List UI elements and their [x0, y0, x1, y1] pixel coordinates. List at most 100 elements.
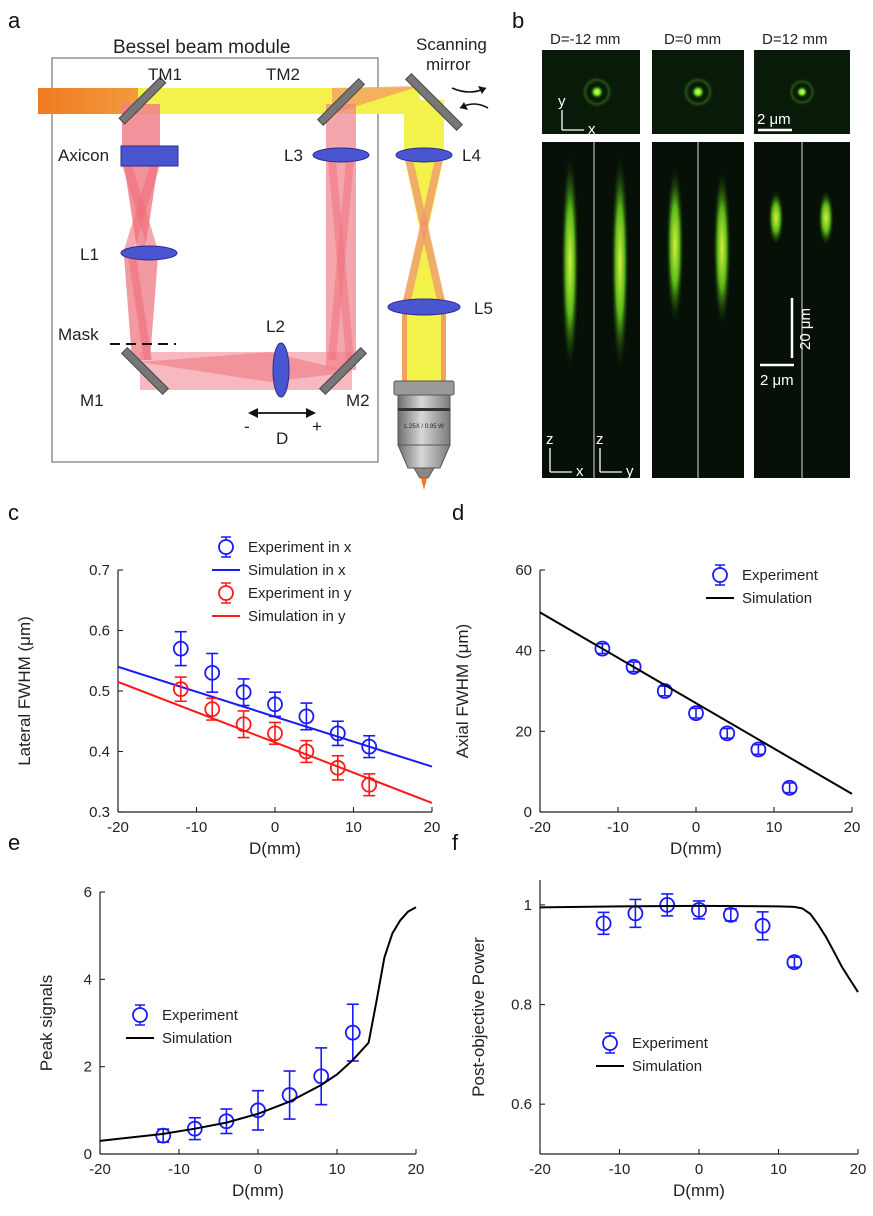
axis-y2-label: y — [626, 463, 634, 480]
data-point — [267, 725, 283, 742]
data-point — [750, 741, 767, 758]
x-tick-label: 10 — [766, 819, 783, 836]
panel-label-e: e — [8, 830, 20, 855]
data-point — [186, 1120, 203, 1137]
series-line-3 — [117, 680, 433, 804]
lobe-0-xz — [666, 165, 684, 325]
series-line-1 — [99, 906, 417, 1142]
m2-mirror — [318, 346, 368, 396]
x-tick-label: 10 — [345, 819, 362, 836]
objective-label: L 25X / 0.95 W — [404, 424, 444, 430]
legend-entry: Simulation — [632, 1058, 702, 1075]
x-tick-label: 20 — [424, 819, 441, 836]
y-tick-label: 0 — [524, 804, 532, 821]
label-l4: L4 — [462, 146, 481, 165]
x-tick-label: 0 — [695, 1161, 703, 1178]
panel-label-a: a — [8, 8, 21, 33]
x-tick-label: -20 — [107, 819, 129, 836]
x-axis-label: D(mm) — [670, 839, 722, 858]
data-point — [722, 906, 739, 923]
axis-z1-label: z — [546, 431, 554, 448]
data-point — [786, 954, 803, 971]
label-mask: Mask — [58, 325, 99, 344]
lobe-neg12-yz — [611, 152, 629, 372]
scalebar-lateral-bottom-label: 2 μm — [760, 372, 794, 389]
data-point — [235, 684, 252, 701]
y-tick-label: 40 — [515, 643, 532, 660]
y-tick-label: 1 — [524, 897, 532, 914]
label-l5: L5 — [474, 299, 493, 318]
axis-x-label: x — [588, 121, 596, 138]
d-arrow-right-head — [306, 408, 316, 418]
bessel-cross-b — [124, 165, 160, 250]
legend-marker-swatch — [132, 1007, 148, 1023]
y-axis-label: Lateral FWHM (μm) — [15, 616, 34, 766]
label-tm1: TM1 — [148, 65, 182, 84]
data-point — [204, 664, 221, 681]
spot-12 — [796, 86, 808, 98]
optical-setup-diagram: Bessel beam module — [38, 35, 493, 490]
label-tm2: TM2 — [266, 65, 300, 84]
label-l2: L2 — [266, 317, 285, 336]
y-tick-label: 0.6 — [89, 623, 110, 640]
y-tick-label: 0.8 — [511, 997, 532, 1014]
legend-marker-swatch — [602, 1035, 618, 1051]
x-tick-label: 10 — [770, 1161, 787, 1178]
label-plus: + — [312, 417, 322, 436]
data-point — [595, 915, 612, 932]
x-tick-label: -20 — [529, 1161, 551, 1178]
x-axis-label: D(mm) — [249, 839, 301, 858]
y-tick-label: 0.7 — [89, 562, 110, 579]
bessel-m1-m2-cross — [140, 352, 352, 382]
series-line-1 — [539, 904, 859, 993]
y-tick-label: 0.5 — [89, 683, 110, 700]
data-point — [691, 901, 707, 918]
x-tick-label: -10 — [607, 819, 629, 836]
label-minus: - — [244, 417, 250, 436]
x-tick-label: -20 — [529, 819, 551, 836]
data-point — [172, 681, 189, 698]
beam-l5-to-objective — [402, 305, 446, 381]
y-axis-label: Peak signals — [37, 975, 56, 1071]
l3-lens — [312, 147, 370, 163]
bessel-l1-cross — [128, 256, 152, 360]
l2-lens — [272, 342, 290, 398]
panel-label-b: b — [512, 8, 524, 33]
series-line-1 — [539, 611, 853, 795]
panel-label-d: d — [452, 500, 464, 525]
beam-l5-edge-r — [441, 305, 446, 381]
data-point — [313, 1068, 330, 1085]
data-point — [267, 696, 283, 713]
chart-post-objective-power: -20 -10 0 10 20 0.6 0.8 1 D(mm) Post-objective Po… — [469, 880, 866, 1200]
scanning-mirror — [405, 73, 463, 131]
data-point — [719, 725, 736, 742]
y-axis-label: Axial FWHM (μm) — [453, 624, 472, 758]
x-tick-label: 20 — [844, 819, 861, 836]
x-tick-label: 20 — [408, 1161, 425, 1178]
y-tick-label: 20 — [515, 723, 532, 740]
spot-neg12 — [590, 85, 604, 99]
objective-lens: L 25X / 0.95 W — [393, 380, 455, 490]
y-tick-label: 4 — [84, 971, 92, 988]
data-point — [172, 640, 189, 657]
beam-cross-red2 — [402, 155, 444, 305]
lobe-12-yz — [818, 190, 834, 246]
m1-mirror — [120, 346, 170, 396]
data-point — [754, 917, 771, 934]
lobe-0-yz — [713, 168, 731, 328]
data-point — [625, 658, 642, 675]
data-point — [361, 738, 378, 755]
panel-label-f: f — [452, 830, 459, 855]
legend-marker-swatch — [712, 567, 728, 583]
x-axis-label: D(mm) — [673, 1181, 725, 1200]
data-point — [344, 1024, 361, 1041]
data-point — [204, 701, 221, 718]
legend-entry: Experiment in x — [248, 539, 352, 556]
legend-entry: Simulation in x — [248, 562, 346, 579]
chart-axial-fwhm: -20 -10 0 10 20 0 20 40 60 D(mm) Axial FWHM (μm) Ex… — [453, 562, 860, 858]
x-tick-label: -10 — [186, 819, 208, 836]
legend-entry: Experiment — [632, 1035, 709, 1052]
y-tick-label: 0.4 — [89, 744, 110, 761]
lobe-12-xz — [768, 190, 784, 246]
